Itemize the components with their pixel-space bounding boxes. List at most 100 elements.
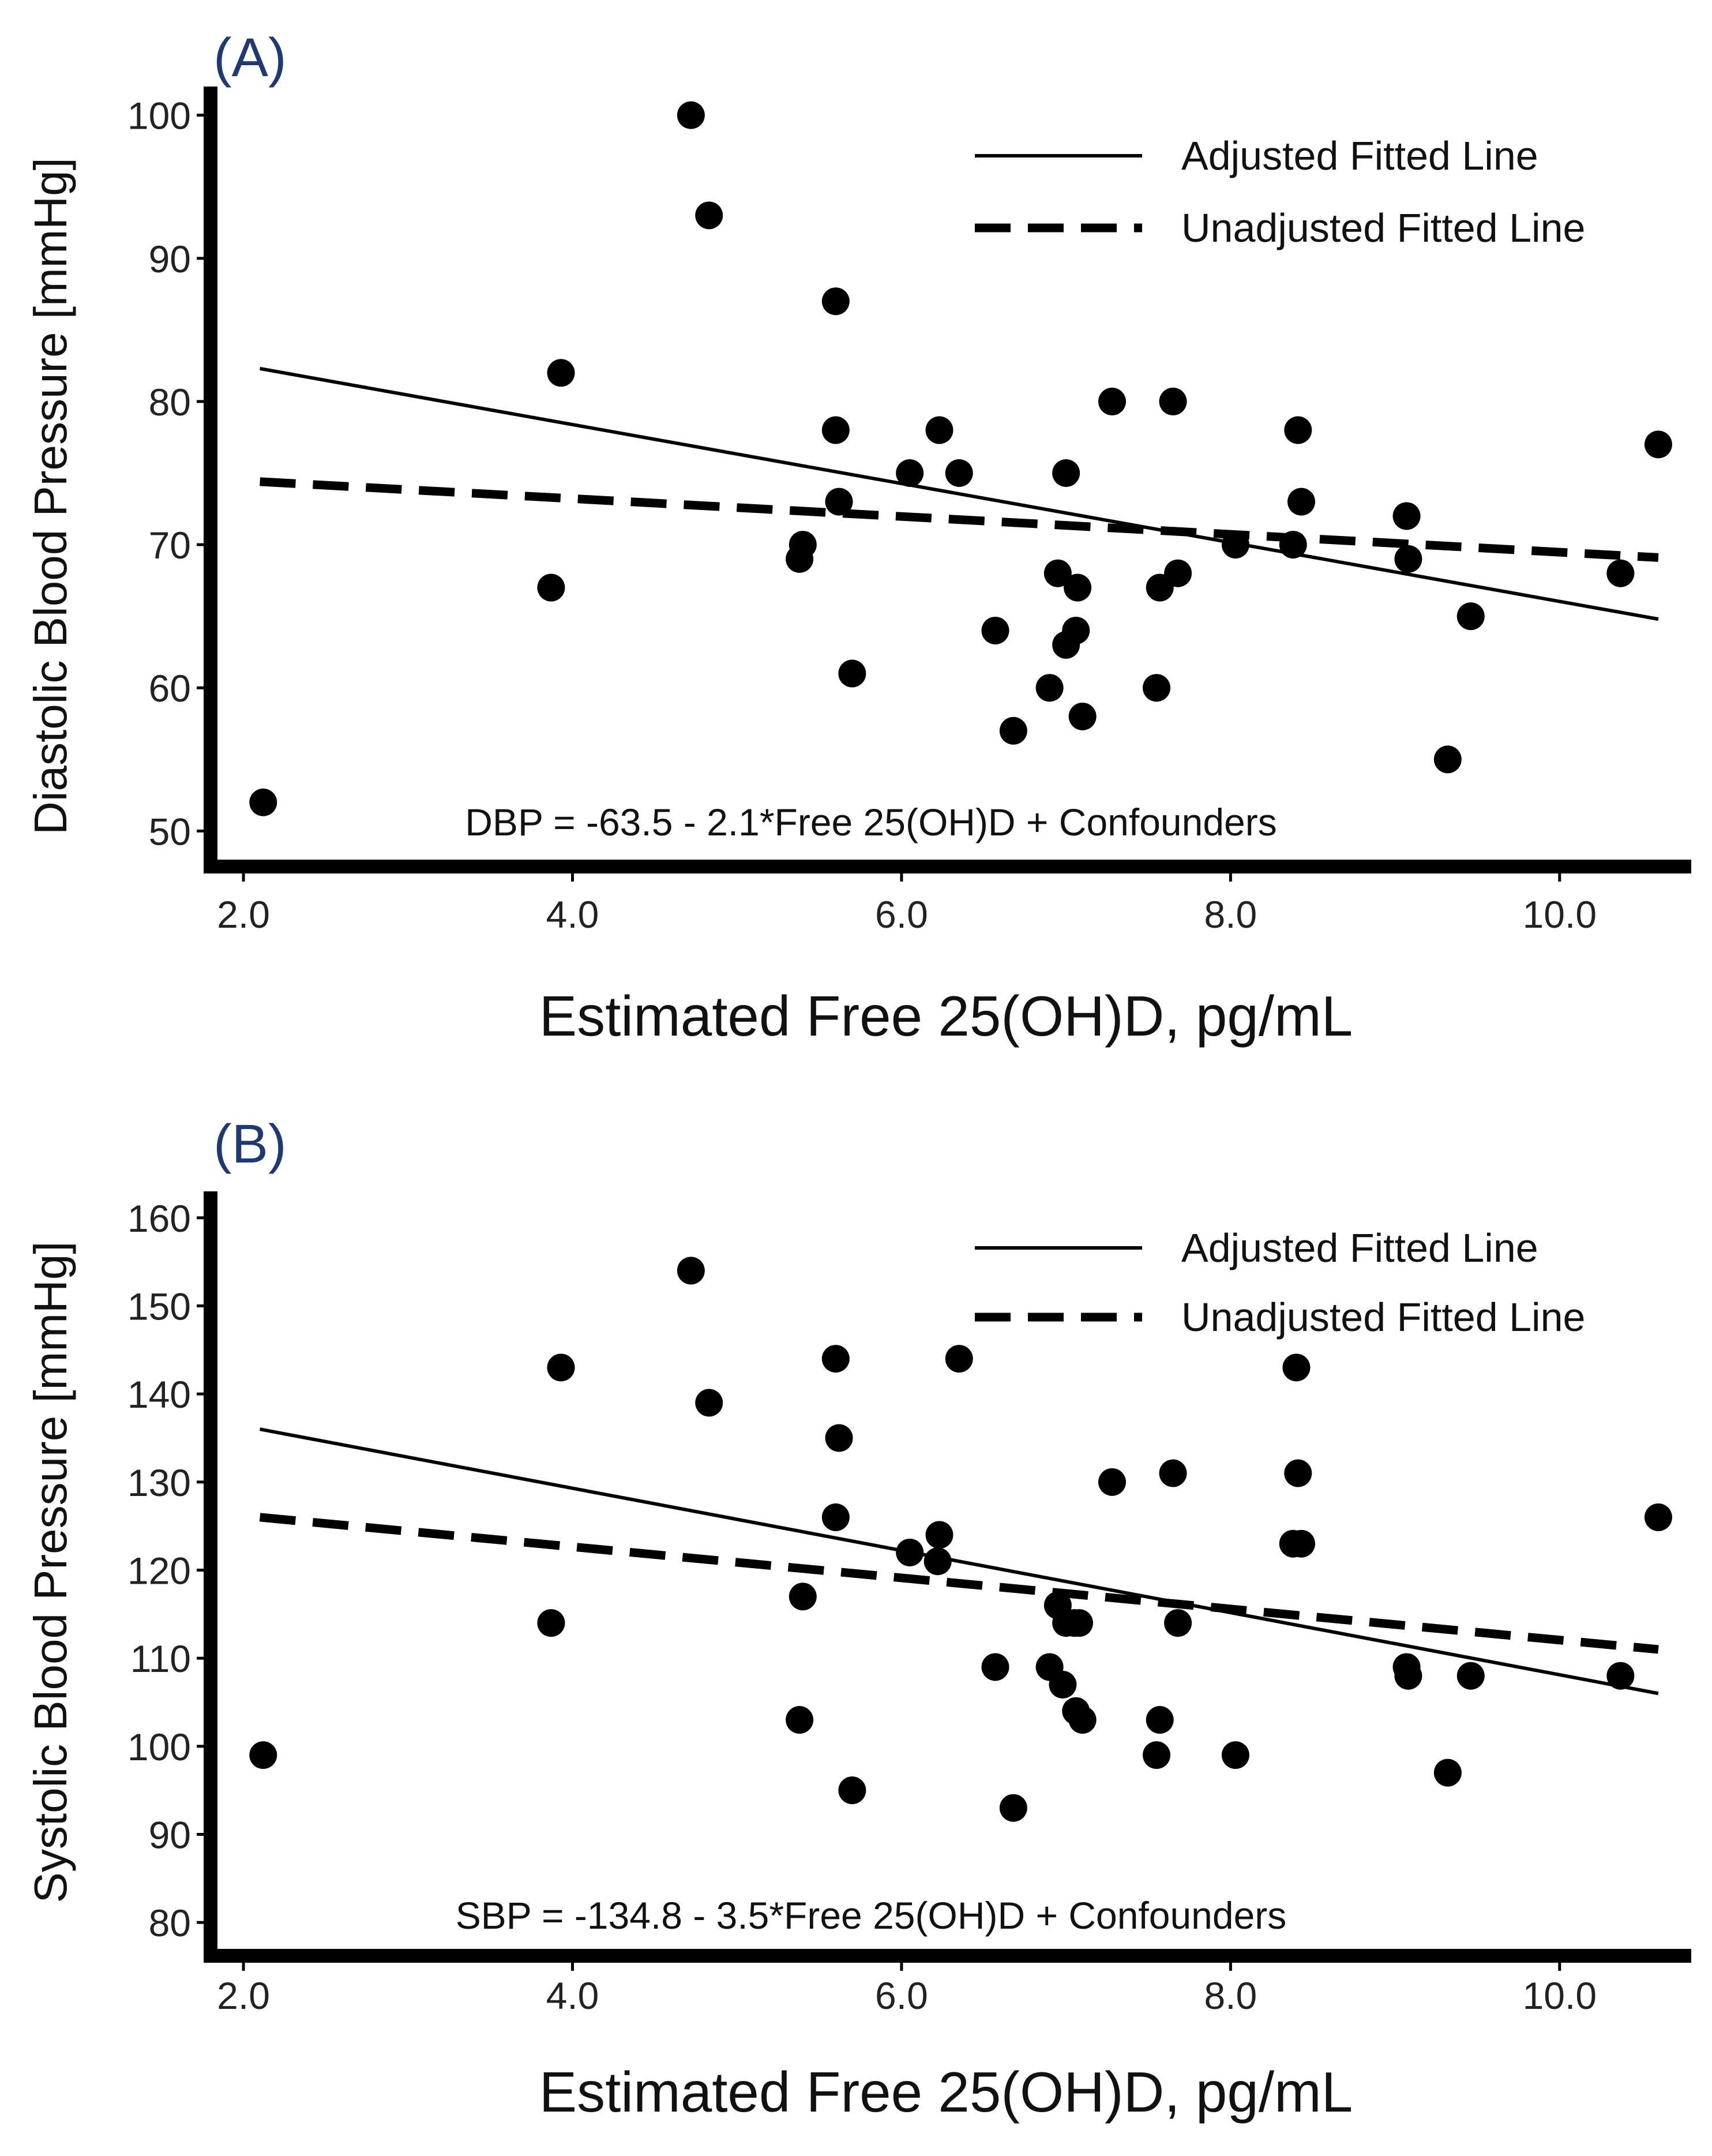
- data-point: [695, 1389, 723, 1417]
- x-tick-label: 8.0: [1204, 1974, 1257, 2017]
- data-point: [677, 1257, 705, 1285]
- data-point: [1644, 1503, 1672, 1531]
- data-point: [1146, 1706, 1174, 1734]
- y-tick-label: 60: [149, 667, 191, 710]
- x-tick-label: 4.0: [546, 1974, 599, 2017]
- x-tick-label: 2.0: [217, 893, 270, 936]
- legend-unadjusted-label: Unadjusted Fitted Line: [1181, 205, 1585, 250]
- y-tick-label: 110: [130, 1637, 191, 1680]
- data-point: [1287, 488, 1316, 516]
- data-point: [547, 1353, 575, 1382]
- data-point: [925, 1521, 953, 1549]
- data-point: [981, 1653, 1009, 1681]
- y-tick-label: 100: [127, 95, 191, 137]
- data-point: [1287, 1529, 1316, 1558]
- data-point: [1068, 702, 1097, 730]
- x-tick-label: 2.0: [217, 1974, 270, 2017]
- data-point: [249, 788, 277, 816]
- data-point: [925, 416, 953, 444]
- data-point: [1606, 559, 1635, 587]
- x-tick-label: 8.0: [1204, 893, 1257, 936]
- x-tick-label: 4.0: [546, 893, 599, 936]
- data-point: [1159, 387, 1187, 415]
- data-point: [1433, 745, 1462, 774]
- adjusted-fitted-line: [260, 1427, 1659, 1696]
- regression-equation: DBP = -63.5 - 2.1*Free 25(OH)D + Confoun…: [465, 801, 1277, 843]
- data-point: [1394, 1662, 1422, 1690]
- data-point: [896, 1538, 924, 1566]
- data-point: [1284, 416, 1312, 444]
- data-point: [1049, 1670, 1077, 1698]
- data-point: [1065, 1609, 1093, 1637]
- data-point: [1456, 602, 1485, 631]
- y-tick-label: 50: [149, 810, 191, 853]
- y-tick-label: 100: [127, 1726, 191, 1768]
- x-tick-label: 6.0: [875, 1974, 928, 2017]
- x-tick-label: 10.0: [1523, 893, 1597, 936]
- data-point: [1456, 1662, 1485, 1690]
- data-point: [981, 616, 1009, 644]
- y-axis-line: [204, 1191, 217, 1963]
- y-tick-label: 120: [127, 1550, 191, 1592]
- y-tick-label: 130: [127, 1461, 191, 1504]
- data-point: [786, 1706, 814, 1734]
- data-point: [1098, 1468, 1127, 1496]
- panel-a: (A) Adjusted Fitted Line Unadjusted Fitted…: [25, 27, 1691, 1048]
- data-point: [1433, 1758, 1462, 1787]
- y-tick-label: 160: [127, 1197, 191, 1240]
- data-point: [1279, 531, 1307, 559]
- data-point: [677, 101, 705, 129]
- regression-equation: SBP = -134.8 - 3.5*Free 25(OH)D + Confou…: [456, 1894, 1287, 1937]
- data-point: [999, 717, 1027, 745]
- y-tick-label: 150: [127, 1285, 191, 1328]
- y-tick-label: 70: [149, 524, 191, 567]
- data-point: [1282, 1353, 1311, 1382]
- data-point: [1164, 1609, 1192, 1637]
- data-point: [1221, 1741, 1249, 1769]
- x-axis-label: Estimated Free 25(OH)D, pg/mL: [539, 2060, 1353, 2124]
- data-point: [1062, 616, 1090, 644]
- x-axis-label: Estimated Free 25(OH)D, pg/mL: [539, 984, 1353, 1048]
- data-point: [695, 201, 723, 230]
- unadjusted-fitted-line: [260, 477, 1659, 562]
- x-axis-line: [204, 1949, 1691, 1963]
- data-point: [821, 1503, 850, 1531]
- data-point: [249, 1741, 277, 1769]
- data-point: [821, 287, 850, 316]
- y-axis-label: Diastolic Blood Pressure [mmHg]: [25, 158, 76, 835]
- y-axis-line: [204, 87, 217, 873]
- panel-label: (A): [213, 27, 287, 88]
- y-axis-label: Systolic Blood Pressure [mmHg]: [25, 1241, 76, 1903]
- data-point: [1392, 502, 1421, 530]
- data-point: [999, 1794, 1027, 1822]
- data-point: [1068, 1706, 1097, 1734]
- data-point: [838, 1776, 866, 1805]
- data-point: [1644, 430, 1672, 459]
- data-point: [1221, 531, 1249, 559]
- y-tick-label: 80: [149, 381, 191, 423]
- data-point: [1284, 1459, 1312, 1487]
- unadjusted-fitted-line: [259, 1513, 1659, 1654]
- data-point: [945, 459, 973, 487]
- data-point: [1143, 674, 1171, 702]
- data-point: [789, 1583, 817, 1611]
- data-point: [537, 1609, 565, 1637]
- data-point: [1159, 1459, 1187, 1487]
- x-tick-label: 6.0: [875, 893, 928, 936]
- adjusted-fitted-line: [260, 366, 1659, 621]
- data-point: [789, 531, 817, 559]
- data-point: [1035, 674, 1064, 702]
- data-point: [1143, 1741, 1171, 1769]
- data-point: [1064, 573, 1092, 602]
- panel-label: (B): [213, 1113, 287, 1175]
- data-point: [821, 416, 850, 444]
- data-point: [1606, 1662, 1635, 1690]
- data-point: [821, 1345, 850, 1373]
- y-tick-label: 140: [127, 1373, 191, 1416]
- data-point: [825, 1424, 853, 1452]
- data-point: [1394, 545, 1422, 573]
- panel-b: (B) Adjusted Fitted Line Unadjusted Fitted…: [25, 1113, 1691, 2124]
- x-axis-line: [204, 860, 1691, 873]
- y-tick-label: 90: [149, 1814, 191, 1857]
